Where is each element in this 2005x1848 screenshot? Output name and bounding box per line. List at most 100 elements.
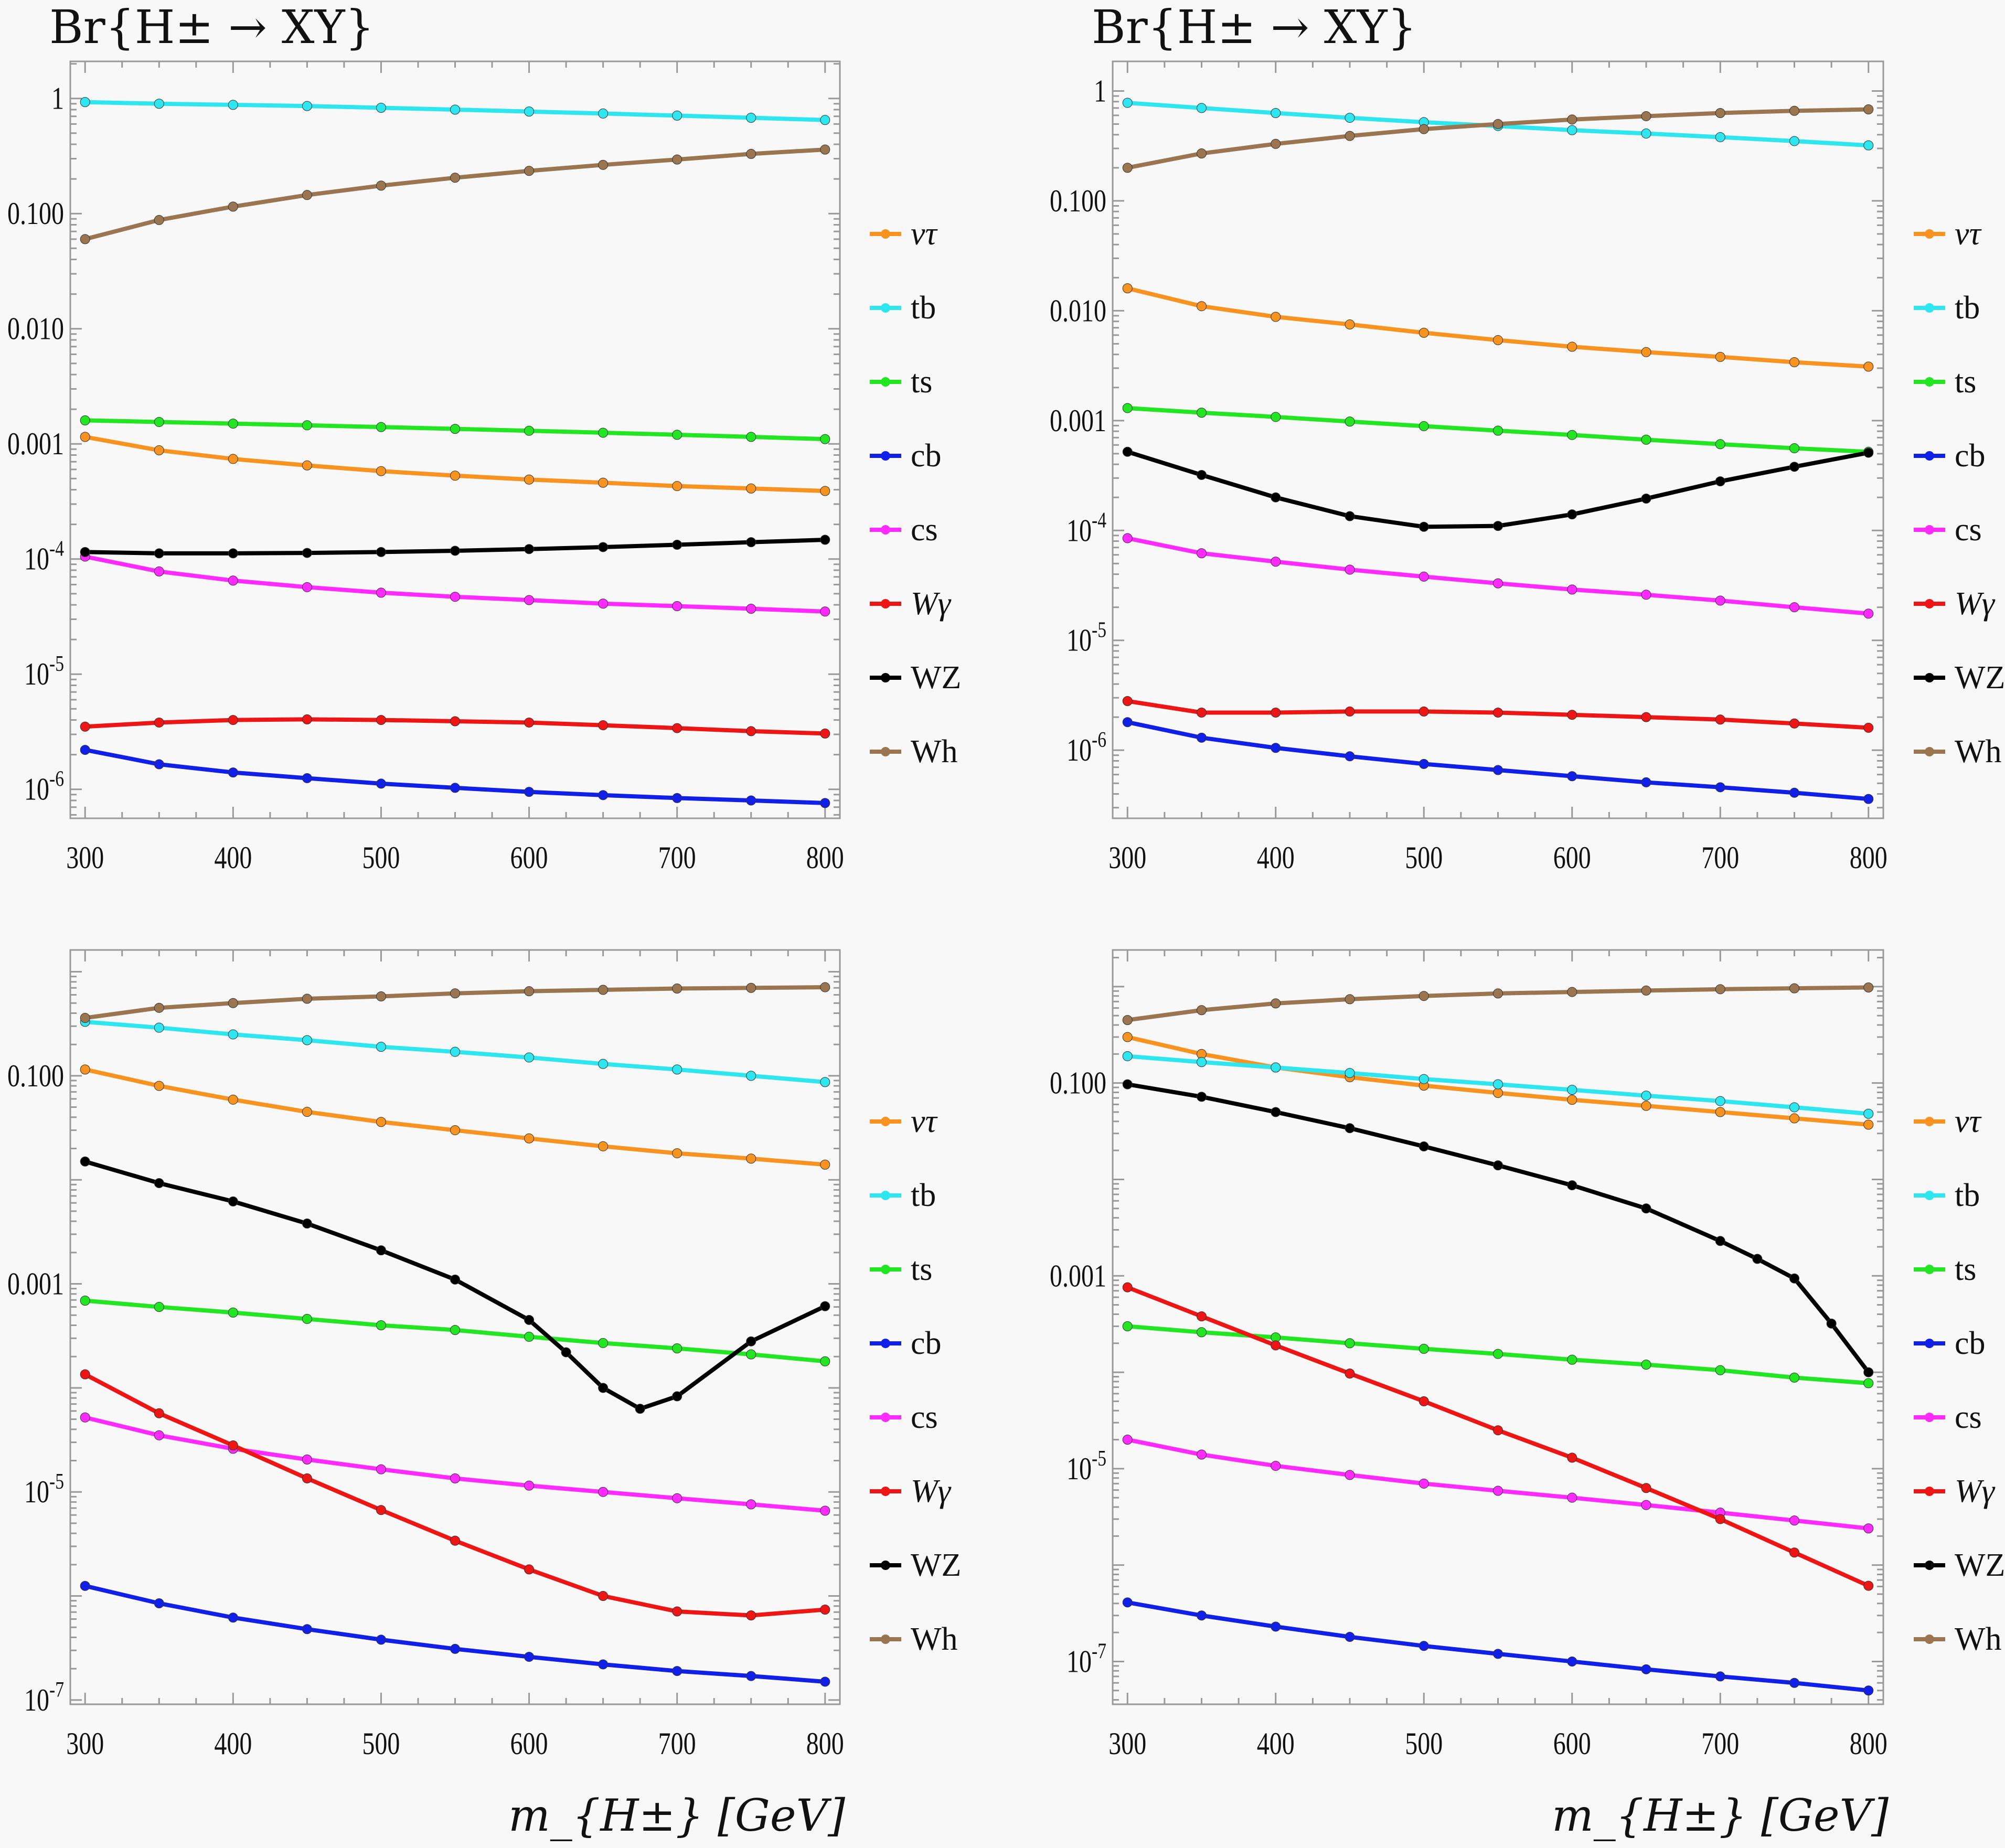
legend-marker	[1925, 673, 1934, 682]
data-point-tb	[1197, 1057, 1207, 1067]
data-point-cb	[1641, 1664, 1651, 1674]
legend-marker	[881, 303, 890, 313]
data-point-cs	[820, 606, 830, 617]
data-point-tb	[672, 110, 682, 121]
x-tick-label: 400	[1257, 840, 1295, 875]
data-point-WZ	[561, 1347, 571, 1358]
y-tick-base: 10	[24, 657, 49, 691]
legend-marker	[1925, 599, 1934, 608]
data-point-ντ	[746, 483, 756, 494]
data-point-Wh	[154, 215, 164, 225]
panel-2: 300 400 500 600 700 80010.1000.0100.00110-410…	[1050, 60, 2005, 875]
data-point-Wh	[154, 1002, 164, 1013]
data-point-cs	[1271, 1460, 1281, 1471]
data-point-WZ	[376, 1245, 386, 1256]
data-point-cb	[228, 767, 238, 778]
data-point-WZ	[524, 1315, 535, 1325]
data-point-tb	[154, 1022, 164, 1033]
legend-label: ts	[1955, 1252, 1976, 1287]
y-tick-label: 0.100	[7, 196, 64, 231]
data-point-WZ	[80, 1156, 90, 1167]
legend-marker	[881, 229, 890, 239]
data-point-cb	[820, 798, 830, 808]
data-point-Wh	[450, 173, 460, 183]
data-point-ts	[1493, 1349, 1503, 1359]
data-point-cs	[450, 592, 460, 602]
data-point-ts	[1715, 1365, 1725, 1375]
data-point-WZ	[228, 548, 238, 559]
data-point-Wh	[820, 982, 830, 992]
data-point-Wh	[1493, 119, 1503, 130]
data-point-Wγ	[1641, 712, 1651, 722]
data-point-WZ	[1863, 1367, 1874, 1377]
data-point-ts	[598, 1338, 609, 1348]
data-point-Wγ	[746, 1610, 756, 1621]
x-tick-label: 700	[658, 840, 696, 875]
y-tick-base: 10	[1067, 623, 1092, 658]
y-tick-exponent: -5	[49, 652, 64, 676]
data-point-cs	[1863, 608, 1874, 619]
data-point-Wγ	[598, 1591, 609, 1601]
data-point-cs	[228, 575, 238, 586]
data-point-cb	[1419, 759, 1429, 769]
data-point-cs	[376, 1464, 386, 1475]
data-point-ντ	[1493, 1087, 1503, 1098]
legend-label: ντ	[1955, 1104, 1982, 1139]
data-point-Wh	[820, 144, 830, 155]
data-point-Wγ	[1493, 1425, 1503, 1436]
legend-item-cs: cs	[1914, 1400, 1982, 1435]
data-point-Wh	[450, 988, 460, 999]
data-point-tb	[1197, 103, 1207, 113]
data-point-cs	[672, 601, 682, 611]
data-point-cs	[820, 1505, 830, 1516]
data-point-ts	[376, 422, 386, 432]
legend-label: cb	[911, 438, 942, 474]
y-tick-base: 0.010	[1050, 293, 1106, 328]
data-point-ντ	[1567, 341, 1577, 352]
data-point-Wh	[1789, 983, 1799, 994]
data-point-cs	[746, 1499, 756, 1510]
data-point-cb	[820, 1676, 830, 1687]
y-tick-base: 0.100	[1050, 1066, 1106, 1101]
data-point-Wγ	[1271, 1340, 1281, 1351]
data-point-Wγ	[524, 717, 535, 728]
legend-label: cb	[1955, 1326, 1986, 1361]
data-point-WZ	[746, 1336, 756, 1347]
data-point-Wγ	[376, 715, 386, 725]
data-point-Wγ	[1197, 1311, 1207, 1322]
data-point-Wh	[1345, 131, 1355, 141]
data-point-Wγ	[1789, 718, 1799, 729]
data-point-WZ	[672, 1391, 682, 1402]
legend-marker	[1925, 1265, 1934, 1274]
data-point-Wγ	[746, 726, 756, 736]
legend-marker	[1925, 1561, 1934, 1570]
legend-label: Wh	[911, 734, 958, 770]
legend-item-ντ: ντ	[870, 216, 938, 252]
data-point-cb	[1715, 782, 1725, 793]
data-point-Wγ	[154, 1408, 164, 1418]
x-tick-label: 600	[1553, 1726, 1591, 1761]
data-point-Wh	[1122, 1015, 1133, 1026]
legend-marker	[1925, 1635, 1934, 1644]
data-point-ντ	[376, 466, 386, 476]
data-point-Wh	[524, 166, 535, 176]
data-point-ts	[450, 1325, 460, 1336]
y-tick-base: 0.001	[1050, 403, 1106, 438]
data-point-cb	[1419, 1641, 1429, 1651]
legend-item-Wγ: Wγ	[1914, 1473, 1996, 1509]
legend-marker	[881, 377, 890, 387]
legend-item-ντ: ντ	[1914, 216, 1982, 252]
data-point-tb	[228, 100, 238, 110]
legend-item-Wh: Wh	[1914, 734, 2002, 770]
data-point-ντ	[450, 471, 460, 481]
data-point-Wγ	[1863, 1580, 1874, 1591]
data-point-tb	[154, 99, 164, 109]
data-point-ts	[154, 416, 164, 427]
y-tick-exponent: -5	[1092, 618, 1106, 642]
y-tick-label: 0.010	[1050, 293, 1106, 328]
data-point-ντ	[820, 486, 830, 496]
data-point-ts	[1789, 443, 1799, 454]
data-point-Wγ	[228, 1440, 238, 1451]
legend-label: ντ	[911, 216, 938, 252]
data-point-tb	[672, 1064, 682, 1075]
